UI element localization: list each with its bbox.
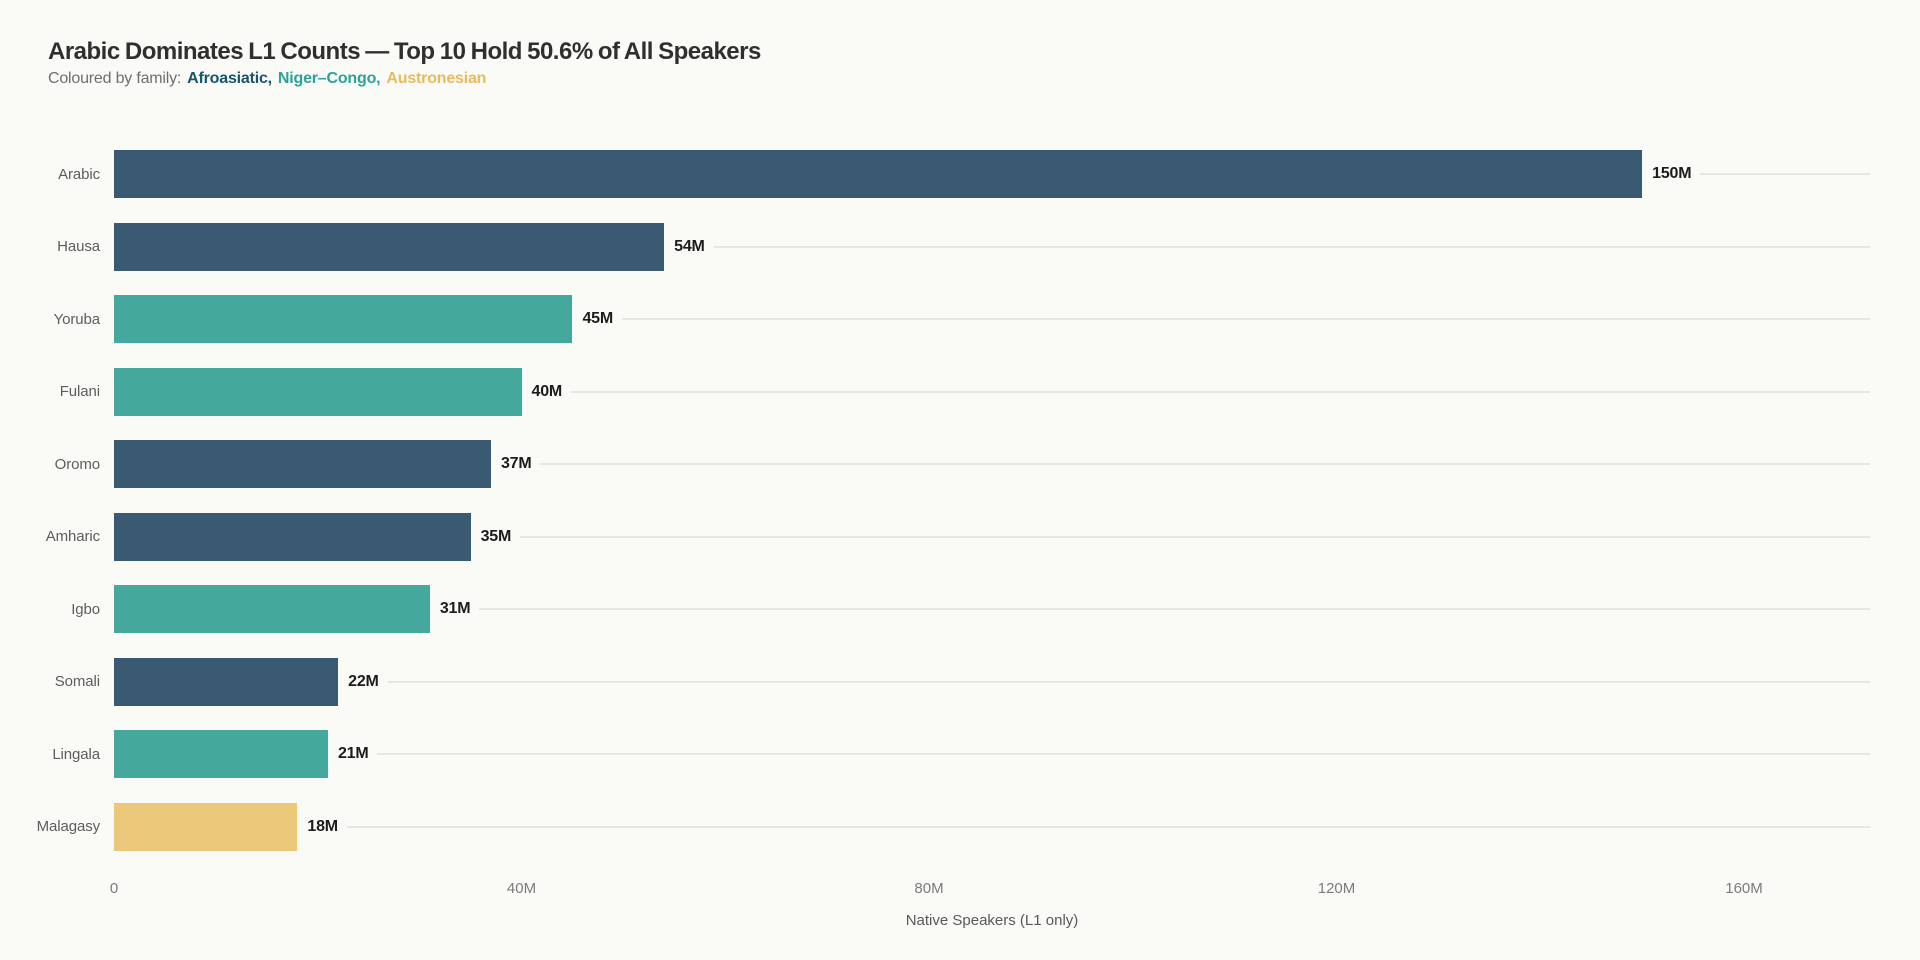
- value-label: 150M: [1652, 165, 1692, 183]
- bar-row: Igbo 31M: [0, 573, 1870, 646]
- value-label: 21M: [337, 745, 369, 763]
- value-label: 35M: [480, 527, 512, 545]
- row-leader-line: [571, 390, 1870, 393]
- bar-somali: [114, 657, 339, 706]
- category-label: Malagasy: [36, 818, 101, 836]
- bar-row: Somali 22M: [0, 646, 1870, 719]
- chart-title: Arabic Dominates L1 Counts — Top 10 Hold…: [48, 38, 761, 65]
- bar-hausa: [114, 222, 665, 271]
- x-tick-label: 80M: [914, 880, 944, 897]
- bar-amharic: [114, 512, 471, 561]
- row-leader-line: [540, 463, 1870, 466]
- bar-yoruba: [114, 295, 573, 344]
- category-label: Hausa: [57, 238, 100, 256]
- x-axis-title: Native Speakers (L1 only): [905, 912, 1079, 929]
- bar-row: Arabic 150M: [0, 138, 1870, 211]
- row-leader-line: [387, 680, 1870, 683]
- row-leader-line: [479, 608, 1870, 611]
- value-label: 40M: [531, 382, 563, 400]
- bar-row: Yoruba 45M: [0, 283, 1870, 356]
- bar-arabic: [114, 150, 1643, 199]
- category-label: Fulani: [59, 383, 100, 401]
- category-label: Yoruba: [53, 310, 101, 328]
- legend-family-label: Niger–Congo,: [277, 70, 381, 87]
- legend-family-label: Afroasiatic,: [187, 70, 272, 87]
- value-label: 45M: [582, 310, 613, 328]
- value-label: 31M: [439, 600, 471, 618]
- bar-row: Malagasy 18M: [0, 791, 1870, 864]
- bar-oromo: [114, 440, 491, 489]
- category-label: Igbo: [71, 600, 100, 618]
- bar-igbo: [114, 585, 430, 634]
- category-label: Somali: [54, 673, 100, 691]
- bar-fulani: [114, 367, 522, 416]
- legend-family-label: Austronesian: [386, 70, 487, 87]
- x-tick-label: 0: [109, 880, 119, 897]
- row-leader-line: [1700, 173, 1870, 176]
- row-leader-line: [713, 245, 1870, 248]
- chart-subtitle: Coloured by family: Afroasiatic, Niger–Con…: [48, 70, 486, 88]
- category-label: Arabic: [58, 165, 100, 183]
- bar-row: Fulani 40M: [0, 356, 1870, 429]
- bar-row: Amharic 35M: [0, 501, 1870, 574]
- category-label: Lingala: [52, 745, 100, 763]
- subtitle-prefix: Coloured by family:: [48, 70, 182, 87]
- bar-malagasy: [114, 802, 298, 851]
- value-label: 54M: [674, 237, 705, 255]
- category-label: Amharic: [45, 528, 100, 546]
- bar-rows: Arabic 150M Hausa 54M Yoruba 45M Fulani 40M Orom…: [0, 138, 1870, 863]
- x-tick-label: 160M: [1725, 880, 1763, 897]
- value-label: 22M: [348, 672, 379, 690]
- bar-lingala: [114, 730, 328, 779]
- value-label: 37M: [500, 455, 532, 473]
- bar-row: Lingala 21M: [0, 718, 1870, 791]
- row-leader-line: [346, 825, 1870, 828]
- row-leader-line: [520, 535, 1870, 538]
- x-tick-label: 40M: [506, 880, 537, 897]
- bar-row: Hausa 54M: [0, 211, 1870, 284]
- family-legend: Afroasiatic, Niger–Congo, Austronesian: [181, 70, 486, 87]
- bar-row: Oromo 37M: [0, 428, 1870, 501]
- row-leader-line: [377, 753, 1870, 756]
- category-label: Oromo: [54, 455, 100, 473]
- value-label: 18M: [307, 817, 338, 835]
- row-leader-line: [621, 318, 1870, 321]
- x-tick-label: 120M: [1317, 880, 1356, 897]
